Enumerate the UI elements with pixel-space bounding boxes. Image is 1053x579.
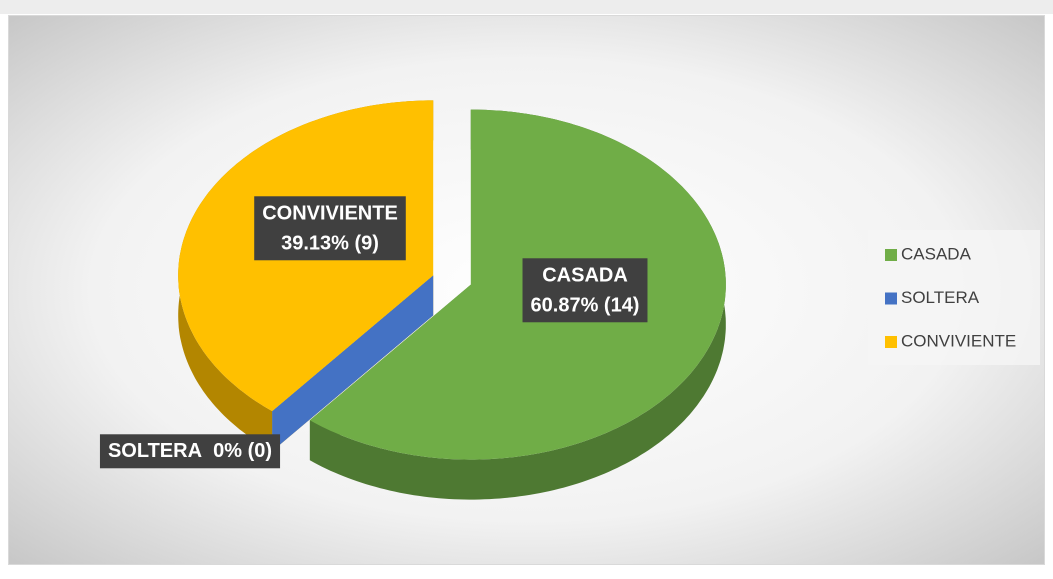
data-label-name: CASADA <box>542 264 628 286</box>
slice-wall <box>309 109 726 500</box>
data-label: CONVIVIENTE 39.13% (9) <box>254 196 406 261</box>
legend-swatch <box>885 336 897 348</box>
data-label: CASADA 60.87% (14) <box>522 258 648 323</box>
data-label-value: 0% (0) <box>213 440 272 462</box>
legend-label: CONVIVIENTE <box>901 331 1016 350</box>
data-label-box <box>254 196 406 261</box>
legend-label: SOLTERA <box>901 288 980 307</box>
data-label-box <box>522 258 648 323</box>
pie-slice <box>309 109 726 460</box>
legend-swatch <box>885 249 897 261</box>
data-label-box <box>99 434 281 469</box>
pie-slice <box>272 275 434 452</box>
data-label-value: 60.87% (14) <box>531 294 640 316</box>
data-label-value: 39.13% (9) <box>281 232 379 254</box>
data-label-name: SOLTERA <box>108 440 202 462</box>
header-strip <box>0 0 1053 14</box>
legend-label: CASADA <box>901 244 972 263</box>
data-label: SOLTERA 0% (0) <box>99 434 281 469</box>
legend-swatch <box>885 292 897 305</box>
data-label-text: SOLTERA 0% (0) <box>108 440 272 462</box>
data-label-name: CONVIVIENTE <box>262 202 398 224</box>
